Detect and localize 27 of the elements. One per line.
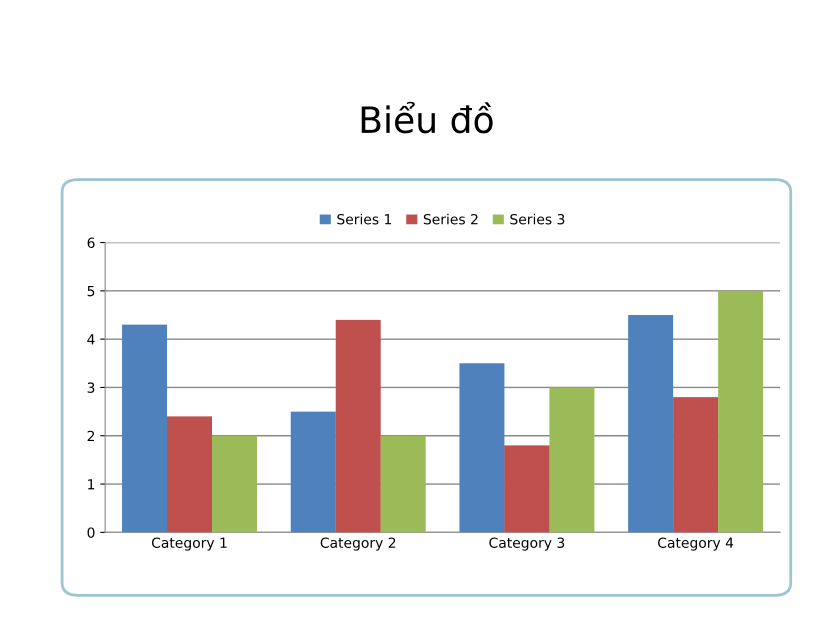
- x-tick-label: Category 4: [658, 537, 734, 551]
- bar: [336, 320, 381, 532]
- bar: [167, 416, 212, 532]
- chart-title: Biểu đồ: [362, 102, 493, 134]
- y-tick-label: 1: [88, 479, 94, 490]
- bar: [504, 445, 550, 532]
- bar: [459, 363, 504, 532]
- y-tick-label: 3: [88, 382, 94, 393]
- y-tick-label: 4: [87, 334, 95, 344]
- y-tick-label: 5: [88, 286, 94, 296]
- bar: [122, 324, 168, 532]
- bar: [718, 290, 764, 532]
- y-tick-label: 2: [88, 430, 94, 442]
- legend-label: Series 3: [510, 214, 564, 224]
- bar: [628, 315, 674, 532]
- legend-label: Series 1: [337, 214, 392, 224]
- x-tick-label: Category 3: [489, 537, 564, 551]
- bar: [290, 412, 336, 532]
- bar: [212, 436, 257, 532]
- x-tick-label: Category 1: [152, 537, 227, 551]
- x-tick-label: Category 2: [320, 537, 396, 551]
- bar: [673, 397, 718, 532]
- legend-label: Series 2: [424, 214, 478, 224]
- y-tick-label: 6: [88, 238, 95, 248]
- y-tick-label: 0: [88, 527, 95, 538]
- bar: [380, 436, 426, 532]
- bar: [549, 387, 594, 532]
